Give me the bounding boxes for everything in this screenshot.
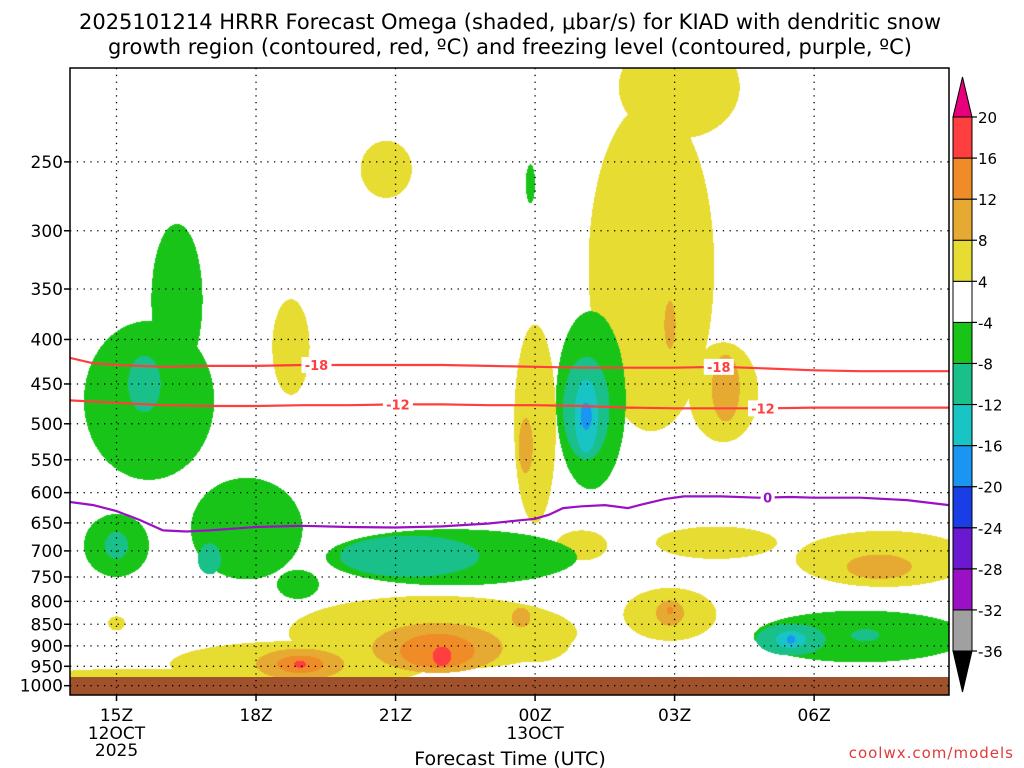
colorbar-segment: [952, 527, 973, 570]
colorbar-segment: [952, 609, 973, 652]
colorbar-tick-label: 16: [978, 150, 997, 168]
colorbar-tick-label: -32: [978, 602, 1003, 620]
colorbar-bottom-arrow: [952, 650, 973, 693]
y-tick-label: 500: [31, 415, 63, 435]
y-tick-label: 350: [31, 280, 63, 300]
colorbar-tick-label: -12: [978, 397, 1003, 415]
y-tick-label: 900: [31, 637, 63, 657]
colorbar-segment: [952, 116, 973, 159]
y-tick-label: 600: [31, 484, 63, 504]
colorbar-tick-label: -36: [978, 643, 1003, 661]
contour-label--12: -12: [751, 402, 775, 417]
x-tick-label: 21Z: [379, 706, 412, 726]
colorbar-segment: [952, 157, 973, 200]
colorbar-tick-label: 20: [978, 109, 997, 127]
y-tick-label: 850: [31, 615, 63, 635]
y-tick-label: 1000: [20, 677, 63, 697]
colorbar-tick-label: 4: [978, 273, 988, 291]
contour--12: [70, 399, 949, 410]
chart-title-line-1: 2025101214 HRRR Forecast Omega (shaded, …: [79, 10, 941, 34]
colorbar-segment: [952, 280, 973, 323]
contour--18: [70, 356, 949, 373]
y-axis-ticks: 2503003504004505005506006507007508008509…: [20, 153, 70, 697]
colorbar-tick-label: -16: [978, 438, 1003, 456]
plot-frame: [69, 67, 950, 696]
x-axis-label: Forecast Time (UTC): [414, 748, 605, 768]
ground-below-surface: [70, 677, 949, 695]
x-tick-label: 06Z: [797, 706, 830, 726]
contour-label-bg: [747, 400, 778, 417]
plot-area: -18 -18 -12 -12 0 250 300 350 400 450 500 550 600 65…: [20, 67, 950, 761]
contour-label--18: -18: [707, 361, 731, 376]
y-tick-label: 950: [31, 657, 63, 677]
x-tick-label: 18Z: [239, 706, 272, 726]
x-tick-label: 15Z: [100, 706, 133, 726]
colorbar-segment: [952, 362, 973, 406]
contour-label-0: 0: [763, 491, 772, 506]
y-tick-label: 700: [31, 542, 63, 562]
y-tick-label: 650: [31, 514, 63, 534]
x-tick-year: 2025: [95, 741, 138, 761]
y-tick-label: 250: [31, 153, 63, 173]
contour-label-bg: [760, 489, 775, 506]
contour-label-bg: [382, 396, 413, 413]
y-tick-label: 800: [31, 592, 63, 612]
contour-label-bg: [301, 357, 332, 374]
chart-title-line-2: growth region (contoured, red, ºC) and f…: [108, 35, 912, 59]
colorbar-top-arrow: [952, 76, 973, 118]
x-tick-date: 13OCT: [506, 724, 564, 744]
x-tick-date: 12OCT: [88, 724, 146, 744]
contour-label--18: -18: [305, 359, 329, 374]
contour-label--12: -12: [386, 398, 410, 413]
gridlines: [70, 68, 949, 695]
colorbar-segment: [952, 486, 973, 529]
colorbar-tick-label: -4: [978, 314, 993, 332]
colorbar-tick-label: -24: [978, 520, 1003, 538]
colorbar: -36 -32 -28 -24 -20 -16 -12 -8 -4 4 8 12 16 20: [952, 76, 1003, 693]
y-tick-label: 300: [31, 222, 63, 242]
x-tick-label: 03Z: [658, 706, 691, 726]
colorbar-tick-label: -20: [978, 479, 1003, 497]
colorbar-tick-label: -28: [978, 561, 1003, 579]
colorbar-segment: [952, 198, 973, 241]
y-tick-label: 450: [31, 375, 63, 395]
colorbar-tick-label: 12: [978, 191, 997, 209]
omega-shaded-field: [70, 68, 949, 695]
colorbar-segment: [952, 568, 973, 611]
colorbar-tick-label: -8: [978, 355, 993, 373]
y-tick-label: 550: [31, 451, 63, 471]
x-tick-label: 00Z: [518, 706, 551, 726]
colorbar-segment: [952, 239, 973, 282]
colorbar-segment: [952, 404, 973, 447]
colorbar-segment: [952, 321, 973, 364]
contour-label-bg: [703, 358, 734, 375]
temperature-contours: -18 -18 -12 -12 0: [70, 356, 949, 533]
y-tick-label: 750: [31, 568, 63, 588]
y-tick-label: 400: [31, 330, 63, 350]
colorbar-tick-label: 8: [978, 232, 988, 250]
credit-text: coolwx.com/models: [849, 744, 1014, 762]
colorbar-segment: [952, 445, 973, 488]
